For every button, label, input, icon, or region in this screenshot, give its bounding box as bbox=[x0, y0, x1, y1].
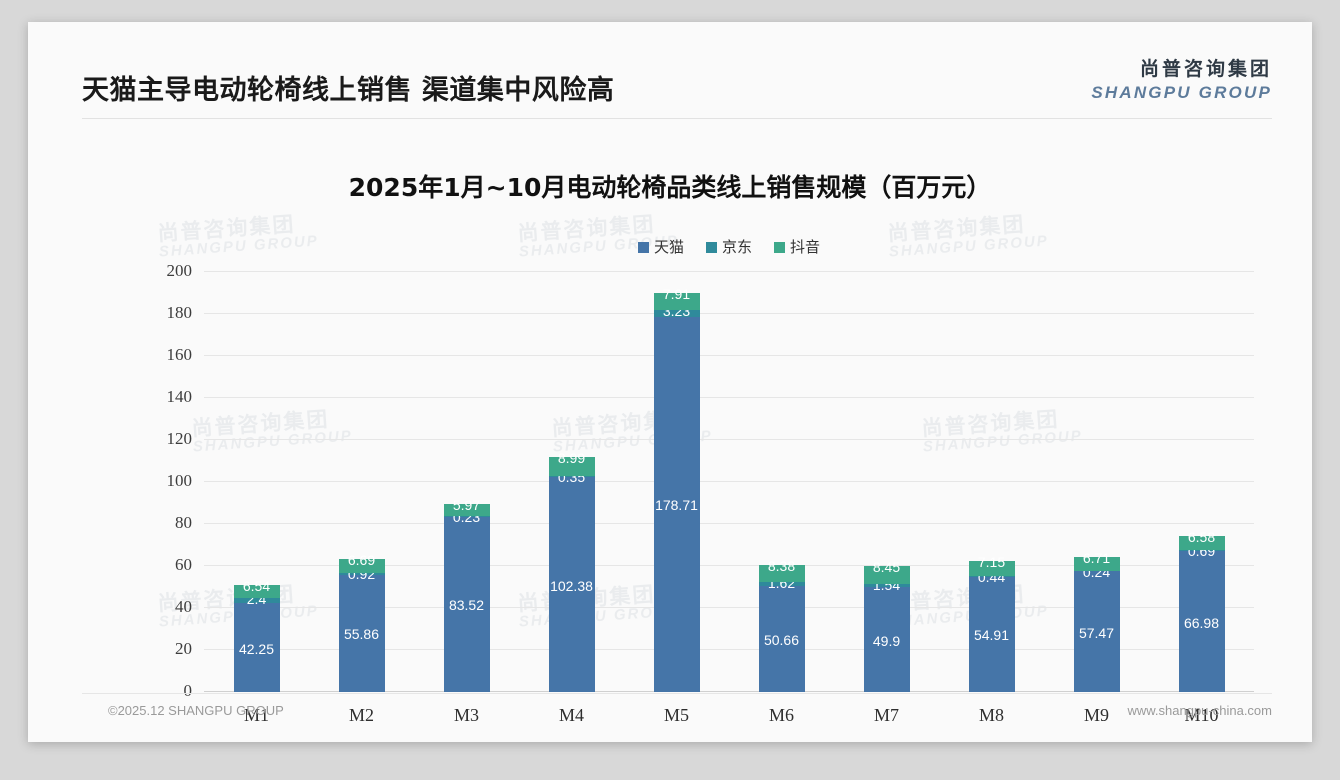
gridline: 60 bbox=[175, 555, 1254, 574]
gridline: 20 bbox=[175, 639, 1254, 658]
gridline: 80 bbox=[175, 513, 1254, 532]
bar-segment[interactable] bbox=[863, 584, 910, 588]
page-title: 天猫主导电动轮椅线上销售 渠道集中风险高 bbox=[82, 75, 615, 106]
bar-segment[interactable] bbox=[1073, 570, 1120, 572]
footer-copyright: ©2025.12 SHANGPU GROUP bbox=[108, 703, 284, 718]
legend-swatch-icon bbox=[637, 242, 649, 253]
x-axis-tick-label: M1 bbox=[243, 705, 270, 725]
brand-logo-cn: 尚普咨询集团 bbox=[1139, 58, 1272, 80]
bar-segment[interactable] bbox=[443, 516, 490, 692]
bar-segment[interactable] bbox=[548, 477, 595, 692]
legend-label: 京东 bbox=[721, 238, 752, 256]
bar-segment[interactable] bbox=[758, 564, 805, 583]
y-axis-tick-label: 60 bbox=[175, 555, 192, 574]
gridline: 160 bbox=[167, 345, 1254, 364]
y-axis-tick-label: 180 bbox=[166, 303, 193, 322]
y-axis-tick-label: 200 bbox=[166, 261, 193, 280]
bar-segment[interactable] bbox=[443, 503, 490, 517]
legend-label: 抖音 bbox=[790, 238, 821, 256]
bar-segment[interactable] bbox=[653, 293, 700, 310]
bar-segment[interactable] bbox=[968, 575, 1015, 577]
gridline: 120 bbox=[167, 429, 1254, 448]
x-axis-tick-label: M7 bbox=[873, 705, 900, 725]
bar-segment[interactable] bbox=[233, 598, 280, 604]
brand-logo: 尚普咨询集团 SHANGPU GROUP bbox=[1091, 58, 1272, 102]
x-axis-tick-label: M10 bbox=[1184, 705, 1219, 725]
y-axis-tick-label: 20 bbox=[175, 639, 192, 658]
legend-item-2[interactable]: 抖音 bbox=[774, 236, 820, 257]
x-axis-tick-label: M5 bbox=[663, 705, 690, 725]
y-axis-tick-label: 80 bbox=[175, 513, 192, 532]
bar-segment[interactable] bbox=[863, 587, 910, 692]
bar-segment[interactable] bbox=[653, 309, 700, 317]
y-axis-tick-label: 100 bbox=[166, 471, 193, 490]
y-axis-tick-label: 40 bbox=[175, 597, 192, 616]
legend-swatch-icon bbox=[705, 242, 717, 253]
bar-segment[interactable] bbox=[758, 585, 805, 692]
y-axis-tick-label: 160 bbox=[166, 345, 193, 364]
slide-canvas: 天猫主导电动轮椅线上销售 渠道集中风险高 尚普咨询集团 SHANGPU GROU… bbox=[28, 22, 1312, 742]
chart-title: 2025年1月~10月电动轮椅品类线上销售规模（百万元） bbox=[348, 173, 992, 202]
bar-segment[interactable] bbox=[1073, 556, 1120, 571]
header-divider bbox=[82, 118, 1272, 119]
footer-divider bbox=[82, 693, 1272, 694]
bar-segment[interactable] bbox=[233, 584, 280, 599]
bar-segment[interactable] bbox=[338, 558, 385, 573]
legend-swatch-icon bbox=[774, 242, 785, 253]
y-axis-tick-label: 0 bbox=[183, 681, 193, 700]
bar-segment[interactable] bbox=[548, 457, 595, 477]
footer-website: www.shangpu-china.com bbox=[1127, 703, 1272, 718]
y-axis-tick-label: 120 bbox=[166, 429, 193, 448]
bar-segment[interactable] bbox=[1178, 551, 1225, 692]
bar-segment[interactable] bbox=[548, 476, 595, 478]
gridline: 40 bbox=[175, 597, 1254, 616]
bar-segment[interactable] bbox=[653, 316, 700, 692]
bar-segment[interactable] bbox=[968, 560, 1015, 576]
legend-label: 天猫 bbox=[653, 238, 684, 256]
bar-segment[interactable] bbox=[1178, 549, 1225, 552]
bar-segment[interactable] bbox=[863, 566, 910, 584]
bar-segment[interactable] bbox=[338, 572, 385, 575]
gridline: 0 bbox=[184, 681, 1254, 700]
brand-logo-en: SHANGPU GROUP bbox=[1091, 83, 1272, 102]
bar-segment[interactable] bbox=[1178, 536, 1225, 550]
gridline: 100 bbox=[167, 471, 1254, 490]
x-axis-tick-label: M8 bbox=[978, 705, 1005, 725]
bar-segment[interactable] bbox=[758, 582, 805, 586]
bar-segment[interactable] bbox=[968, 576, 1015, 692]
slide-header: 天猫主导电动轮椅线上销售 渠道集中风险高 尚普咨询集团 SHANGPU GROU… bbox=[28, 22, 1312, 119]
x-axis-tick-label: M4 bbox=[558, 705, 585, 725]
y-axis-tick-label: 140 bbox=[166, 387, 193, 406]
bar-segment[interactable] bbox=[233, 603, 280, 692]
bar-segment[interactable] bbox=[338, 574, 385, 692]
bar-segment[interactable] bbox=[1073, 571, 1120, 692]
legend-item-1[interactable]: 京东 bbox=[705, 236, 752, 257]
gridline: 140 bbox=[167, 387, 1254, 406]
x-axis-tick-label: M2 bbox=[348, 705, 375, 725]
x-axis-tick-label: M3 bbox=[453, 705, 480, 725]
x-axis-tick-label: M6 bbox=[768, 705, 795, 725]
gridline: 200 bbox=[167, 261, 1254, 280]
gridline: 180 bbox=[167, 303, 1254, 322]
legend-item-0[interactable]: 天猫 bbox=[637, 236, 684, 257]
x-axis-tick-label: M9 bbox=[1083, 705, 1110, 725]
chart-legend: 天猫 京东 抖音 bbox=[204, 236, 1254, 257]
chart-plot-area: 天猫 京东 抖音 0 20 40 60 80 100 120 140 160 180 200 42.25… bbox=[167, 238, 1254, 725]
